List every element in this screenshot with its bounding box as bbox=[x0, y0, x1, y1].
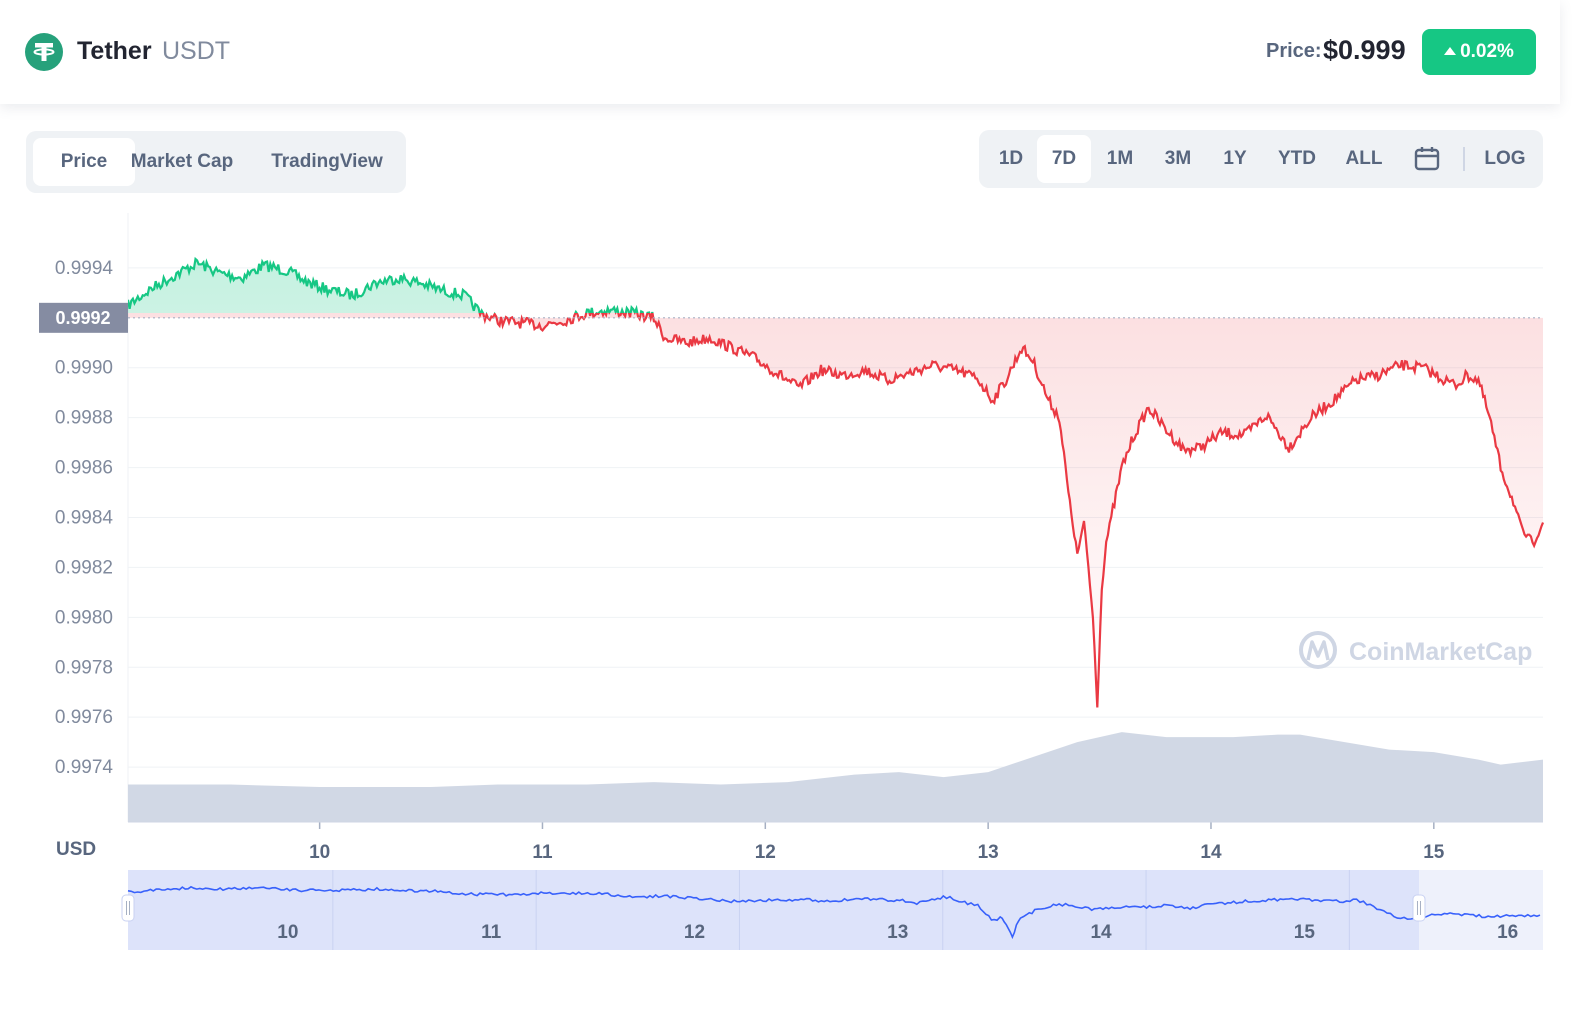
price-down-area bbox=[128, 313, 1543, 708]
navigator-tick-label: 13 bbox=[887, 922, 908, 943]
y-tick-label: 0.9986 bbox=[55, 458, 113, 479]
navigator-tick-label: 15 bbox=[1294, 922, 1316, 943]
x-tick-label: 15 bbox=[1423, 842, 1445, 863]
y-axis: 0.9994 0.9990 0.9988 0.9986 0.9984 0.9982 0.99… bbox=[55, 258, 114, 778]
navigator-handle-left[interactable] bbox=[121, 894, 135, 922]
tab-price[interactable]: Price bbox=[33, 138, 135, 186]
calendar-icon[interactable] bbox=[1412, 144, 1442, 174]
coinmarketcap-watermark: CoinMarketCap bbox=[1299, 631, 1532, 669]
x-axis: 10 11 12 13 14 15 bbox=[128, 821, 1543, 863]
navigator-tick-label: 14 bbox=[1090, 922, 1112, 943]
y-tick-label: 0.9978 bbox=[55, 657, 113, 678]
range-ytd[interactable]: YTD bbox=[1278, 148, 1316, 169]
price-up-area bbox=[128, 259, 653, 313]
tether-logo-icon bbox=[25, 33, 63, 71]
coin-name: Tether bbox=[77, 37, 152, 65]
currency-label: USD bbox=[56, 839, 96, 860]
y-tick-label: 0.9982 bbox=[55, 557, 113, 578]
range-1d[interactable]: 1D bbox=[998, 148, 1024, 169]
price-change-value: 0.02% bbox=[1460, 41, 1514, 62]
navigator-tick-label: 10 bbox=[277, 922, 298, 943]
price-value: $0.999 bbox=[1323, 35, 1406, 65]
log-scale-toggle[interactable]: LOG bbox=[1484, 148, 1526, 169]
navigator-tick-label: 11 bbox=[481, 922, 502, 943]
chart-view-tabs: Price Market Cap TradingView bbox=[26, 131, 406, 193]
price-label: Price: bbox=[1266, 40, 1322, 62]
toolbar-divider bbox=[1463, 147, 1465, 171]
x-tick-label: 13 bbox=[978, 842, 999, 863]
y-tick-label: 0.9976 bbox=[55, 707, 113, 728]
tab-tradingview[interactable]: TradingView bbox=[271, 151, 383, 172]
watermark-text: CoinMarketCap bbox=[1349, 638, 1532, 666]
navigator-line bbox=[127, 885, 1541, 940]
navigator-tick-label: 12 bbox=[684, 922, 705, 943]
tab-market-cap[interactable]: Market Cap bbox=[130, 151, 234, 172]
reference-price-badge bbox=[39, 302, 128, 333]
price-change-badge: 0.02% bbox=[1422, 29, 1536, 75]
time-range-tabs: 1D 7D 1M 3M 1Y YTD ALL LOG bbox=[979, 130, 1543, 188]
coin-header: Tether USDT Price: $0.999 0.02% bbox=[0, 0, 1560, 104]
navigator-tick-label: 16 bbox=[1497, 922, 1518, 943]
coin-symbol: USDT bbox=[162, 37, 231, 65]
range-3m[interactable]: 3M bbox=[1164, 148, 1192, 169]
range-1y[interactable]: 1Y bbox=[1223, 148, 1247, 169]
x-tick-label: 14 bbox=[1200, 842, 1222, 863]
y-tick-label: 0.9974 bbox=[55, 757, 114, 778]
reference-price-label: 0.9992 bbox=[55, 308, 110, 328]
volume-area bbox=[128, 732, 1543, 822]
chart-gridlines bbox=[127, 213, 1543, 822]
x-tick-label: 12 bbox=[755, 842, 776, 863]
y-tick-label: 0.9990 bbox=[55, 358, 113, 379]
x-tick-label: 10 bbox=[309, 842, 330, 863]
range-navigator[interactable]: 10 11 12 13 14 15 16 bbox=[121, 870, 1543, 950]
navigator-selection bbox=[128, 870, 1419, 950]
y-tick-label: 0.9988 bbox=[55, 408, 113, 429]
price-line-down bbox=[478, 313, 1544, 708]
range-7d[interactable]: 7D bbox=[1037, 135, 1091, 183]
range-all[interactable]: ALL bbox=[1345, 148, 1383, 169]
y-tick-label: 0.9984 bbox=[55, 508, 114, 529]
y-tick-label: 0.9980 bbox=[55, 607, 113, 628]
navigator-track bbox=[128, 870, 1543, 950]
navigator-handle-right[interactable] bbox=[1412, 894, 1426, 922]
price-line-up bbox=[128, 256, 654, 313]
x-tick-label: 11 bbox=[532, 842, 553, 863]
caret-up-icon bbox=[1444, 47, 1457, 55]
y-tick-label: 0.9994 bbox=[55, 258, 114, 279]
range-1m[interactable]: 1M bbox=[1106, 148, 1134, 169]
